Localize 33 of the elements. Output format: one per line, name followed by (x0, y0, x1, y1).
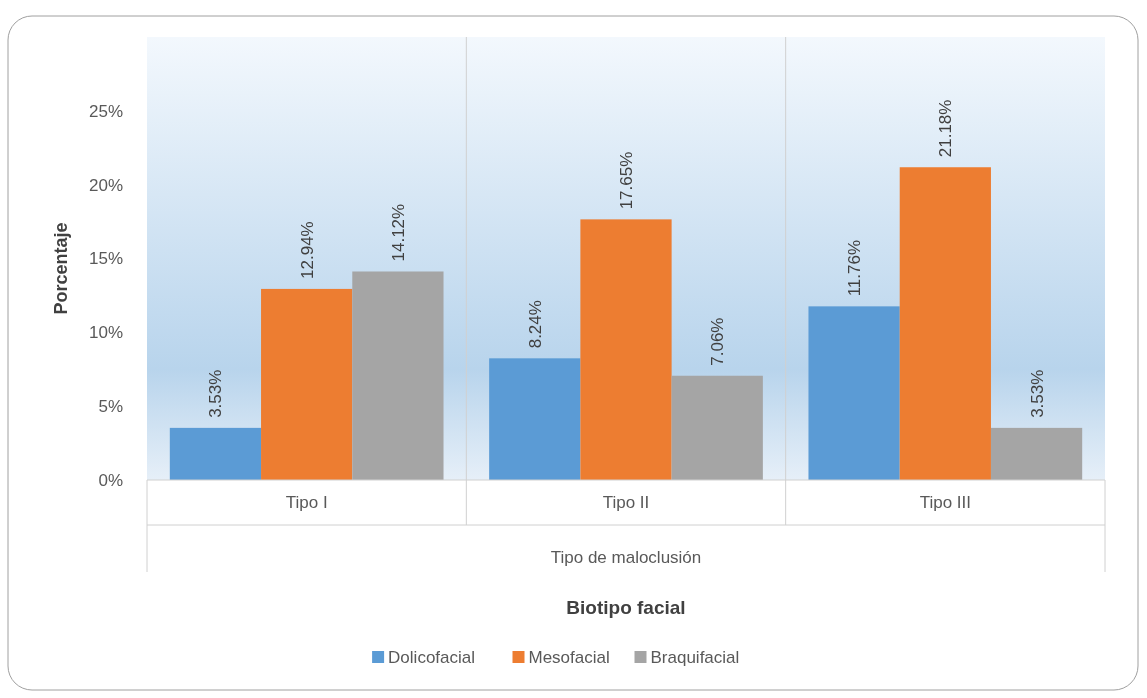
data-label: 7.06% (708, 317, 728, 366)
bar (990, 427, 1083, 480)
legend-label: Dolicofacial (388, 647, 476, 667)
x-tick-label: Tipo II (602, 493, 650, 512)
bar (671, 375, 763, 480)
data-label: 17.65% (617, 151, 636, 210)
x-axis-title: Tipo de maloclusión (550, 548, 702, 567)
data-label: 3.53% (206, 369, 226, 418)
x-tick-label: Tipo III (919, 493, 972, 512)
x-tick-label: Tipo I (285, 493, 328, 512)
legend-title: Biotipo facial (566, 597, 686, 618)
data-label: 12.94% (297, 221, 317, 279)
data-label: 3.53% (1027, 369, 1047, 418)
y-tick-label: 10% (88, 323, 123, 343)
data-label: 11.76% (845, 239, 865, 297)
data-label: 21.18% (936, 99, 956, 158)
bar (899, 167, 991, 480)
bar (580, 219, 672, 480)
data-label: 14.12% (388, 203, 408, 262)
legend-label: Braquifacial (650, 647, 740, 667)
bar (169, 427, 262, 480)
y-tick-label: 15% (88, 249, 123, 269)
y-tick-label: 20% (88, 175, 123, 195)
y-tick-label: 5% (98, 397, 123, 417)
data-label: 8.24% (525, 300, 545, 349)
bar (352, 271, 444, 480)
bar (261, 288, 353, 480)
bar (808, 306, 900, 480)
y-tick-label: 25% (88, 101, 123, 121)
bar (489, 358, 581, 480)
y-tick-label: 0% (98, 470, 123, 490)
legend-label: Mesofacial (528, 647, 610, 667)
y-axis-title: Porcentaje (51, 222, 71, 315)
